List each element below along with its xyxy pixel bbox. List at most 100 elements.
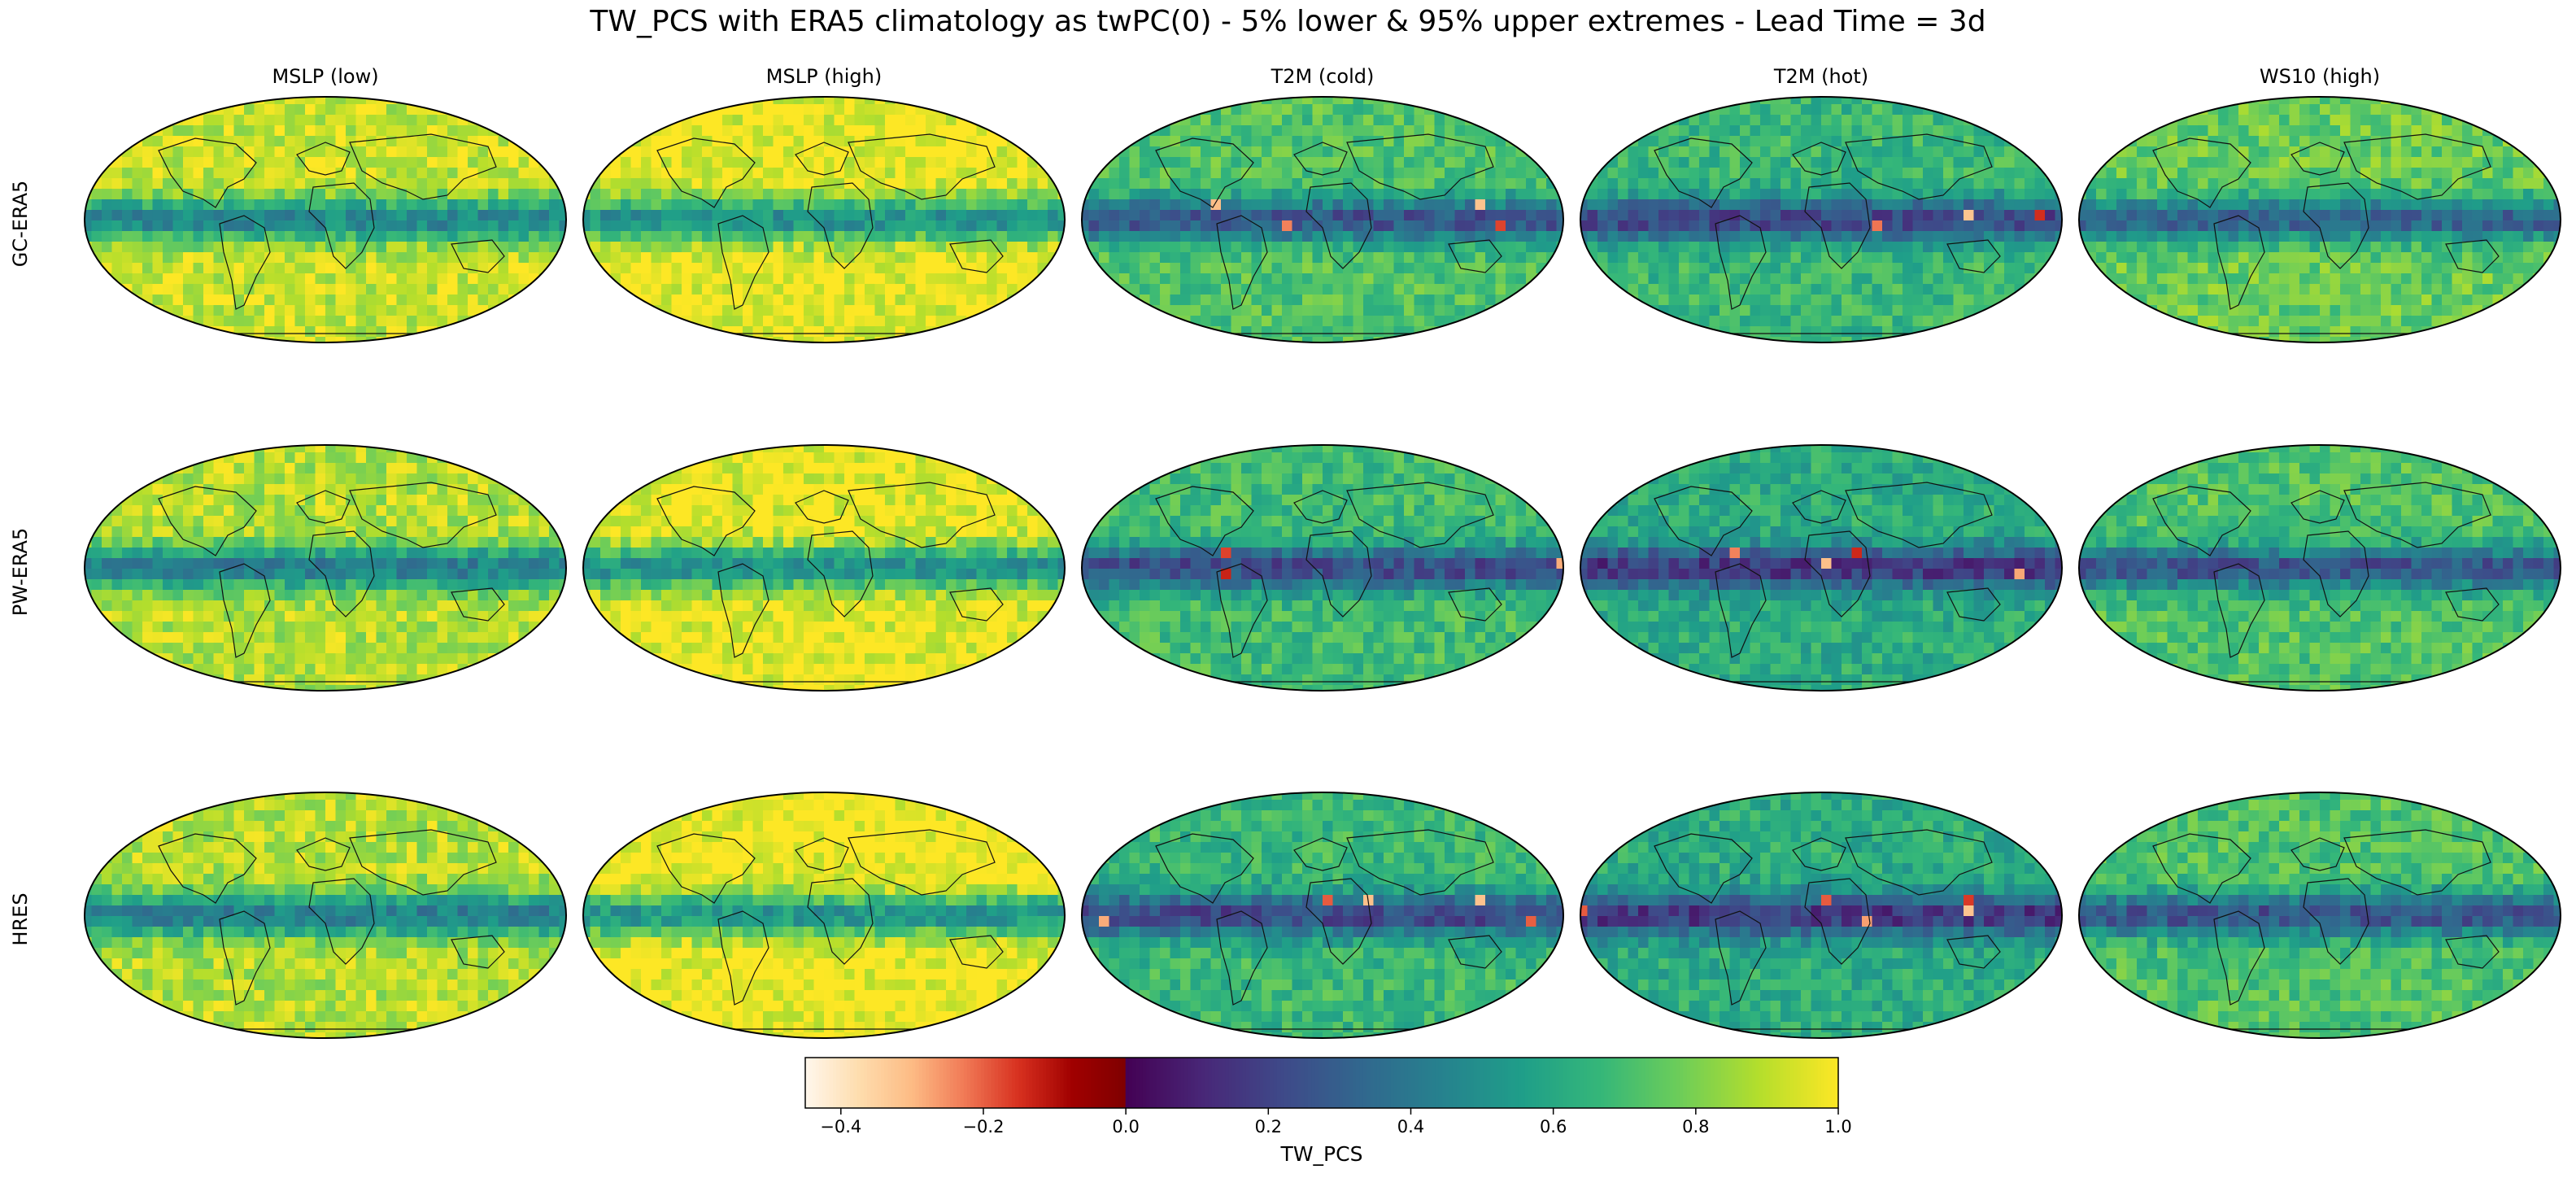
- colorbar-segment: [1225, 1058, 1230, 1108]
- colorbar-segment: [874, 1058, 878, 1108]
- colorbar-segment: [1242, 1058, 1247, 1108]
- colorbar-segment: [1359, 1058, 1364, 1108]
- colorbar-segment: [1393, 1058, 1398, 1108]
- colorbar-tick-label: 1.0: [1824, 1117, 1851, 1137]
- colorbar-segment: [1091, 1058, 1096, 1108]
- colorbar-segment: [1428, 1058, 1433, 1108]
- colorbar-segment: [1063, 1058, 1068, 1108]
- colorbar-segment: [1680, 1058, 1685, 1108]
- colorbar-segment: [1731, 1058, 1736, 1108]
- colorbar-segment: [1449, 1058, 1454, 1108]
- colorbar-segment: [881, 1058, 885, 1108]
- colorbar-segment: [1652, 1058, 1657, 1108]
- colorbar-segment: [1703, 1058, 1708, 1108]
- colorbar-segment: [1029, 1058, 1033, 1108]
- colorbar-segment: [1335, 1058, 1340, 1108]
- colorbar-segment: [1828, 1058, 1833, 1108]
- colorbar-segment: [891, 1058, 896, 1108]
- colorbar-segment: [1445, 1058, 1450, 1108]
- map-panel-pw-era5-col5: [2078, 444, 2561, 692]
- colorbar-segment: [1483, 1058, 1488, 1108]
- colorbar-segment: [884, 1058, 889, 1108]
- colorbar-segment: [1635, 1058, 1640, 1108]
- colorbar-segment: [1831, 1058, 1836, 1108]
- map-panel-hres-col5: [2078, 792, 2561, 1039]
- colorbar-segment: [1163, 1058, 1168, 1108]
- colorbar-segment: [991, 1058, 996, 1108]
- colorbar-segment: [1342, 1058, 1347, 1108]
- colorbar-segment: [1156, 1058, 1161, 1108]
- colorbar-segment: [1693, 1058, 1698, 1108]
- colorbar-segment: [929, 1058, 934, 1108]
- colorbar-segment: [1074, 1058, 1079, 1108]
- colorbar-segment: [1153, 1058, 1157, 1108]
- colorbar-segment: [1115, 1058, 1119, 1108]
- colorbar-segment: [850, 1058, 854, 1108]
- colorbar-segment: [994, 1058, 999, 1108]
- colorbar-segment: [1135, 1058, 1140, 1108]
- colorbar-segment: [826, 1058, 830, 1108]
- colorbar-segment: [1128, 1058, 1133, 1108]
- colorbar-segment: [856, 1058, 861, 1108]
- colorbar-tick-label: 0.4: [1397, 1117, 1424, 1137]
- colorbar-segment: [1510, 1058, 1515, 1108]
- colorbar-tick-label: 0.6: [1540, 1117, 1567, 1137]
- colorbar-segment: [926, 1058, 930, 1108]
- colorbar-segment: [1435, 1058, 1440, 1108]
- colorbar-segment: [1170, 1058, 1175, 1108]
- map-panel-hres-col2: [582, 792, 1066, 1039]
- row-label-pw-era5: PW-ERA5: [9, 527, 32, 617]
- map-panel-gc-era5-col3: [1081, 96, 1564, 343]
- colorbar-segment: [1290, 1058, 1295, 1108]
- colorbar-segment: [1362, 1058, 1367, 1108]
- colorbar-segment: [1414, 1058, 1419, 1108]
- column-title-t2m-hot: T2M (hot): [1773, 65, 1869, 88]
- colorbar-segment: [1328, 1058, 1333, 1108]
- row-label-hres: HRES: [9, 892, 32, 946]
- colorbar-segment: [984, 1058, 988, 1108]
- colorbar-segment: [1356, 1058, 1361, 1108]
- colorbar-segment: [1201, 1058, 1205, 1108]
- column-title-mslp-low: MSLP (low): [272, 65, 379, 88]
- colorbar-segment: [1459, 1058, 1464, 1108]
- colorbar-segment: [1711, 1058, 1715, 1108]
- colorbar-segment: [1493, 1058, 1498, 1108]
- colorbar-segment: [1097, 1058, 1102, 1108]
- colorbar-segment: [949, 1058, 954, 1108]
- colorbar-segment: [1707, 1058, 1711, 1108]
- colorbar-segment: [1814, 1058, 1819, 1108]
- colorbar-segment: [1060, 1058, 1065, 1108]
- colorbar-segment: [839, 1058, 844, 1108]
- colorbar-segment: [1301, 1058, 1305, 1108]
- colorbar-segment: [818, 1058, 823, 1108]
- colorbar-segment: [1411, 1058, 1415, 1108]
- colorbar-segment: [1214, 1058, 1219, 1108]
- colorbar-segment: [1053, 1058, 1057, 1108]
- colorbar-segment: [1366, 1058, 1371, 1108]
- colorbar-segment: [960, 1058, 965, 1108]
- colorbar-segment: [1783, 1058, 1788, 1108]
- colorbar-segment: [980, 1058, 985, 1108]
- colorbar-segment: [1077, 1058, 1082, 1108]
- colorbar-segment: [1721, 1058, 1725, 1108]
- colorbar-segment: [1094, 1058, 1099, 1108]
- colorbar-segment: [1180, 1058, 1185, 1108]
- colorbar-segment: [1552, 1058, 1557, 1108]
- colorbar-segment: [1456, 1058, 1460, 1108]
- colorbar-segment: [1569, 1058, 1574, 1108]
- colorbar-segment: [1205, 1058, 1209, 1108]
- colorbar-segment: [1208, 1058, 1213, 1108]
- colorbar-segment: [1555, 1058, 1560, 1108]
- colorbar-segment: [1008, 1058, 1013, 1108]
- colorbar-segment: [1012, 1058, 1016, 1108]
- colorbar-segment: [1370, 1058, 1375, 1108]
- colorbar-segment: [1518, 1058, 1523, 1108]
- column-title-t2m-cold: T2M (cold): [1271, 65, 1375, 88]
- colorbar-tick-label: 0.8: [1682, 1117, 1709, 1137]
- colorbar-segment: [1253, 1058, 1257, 1108]
- colorbar-segment: [1173, 1058, 1178, 1108]
- colorbar-segment: [1621, 1058, 1626, 1108]
- colorbar-segment: [963, 1058, 968, 1108]
- colorbar-segment: [1786, 1058, 1791, 1108]
- colorbar-segment: [1700, 1058, 1705, 1108]
